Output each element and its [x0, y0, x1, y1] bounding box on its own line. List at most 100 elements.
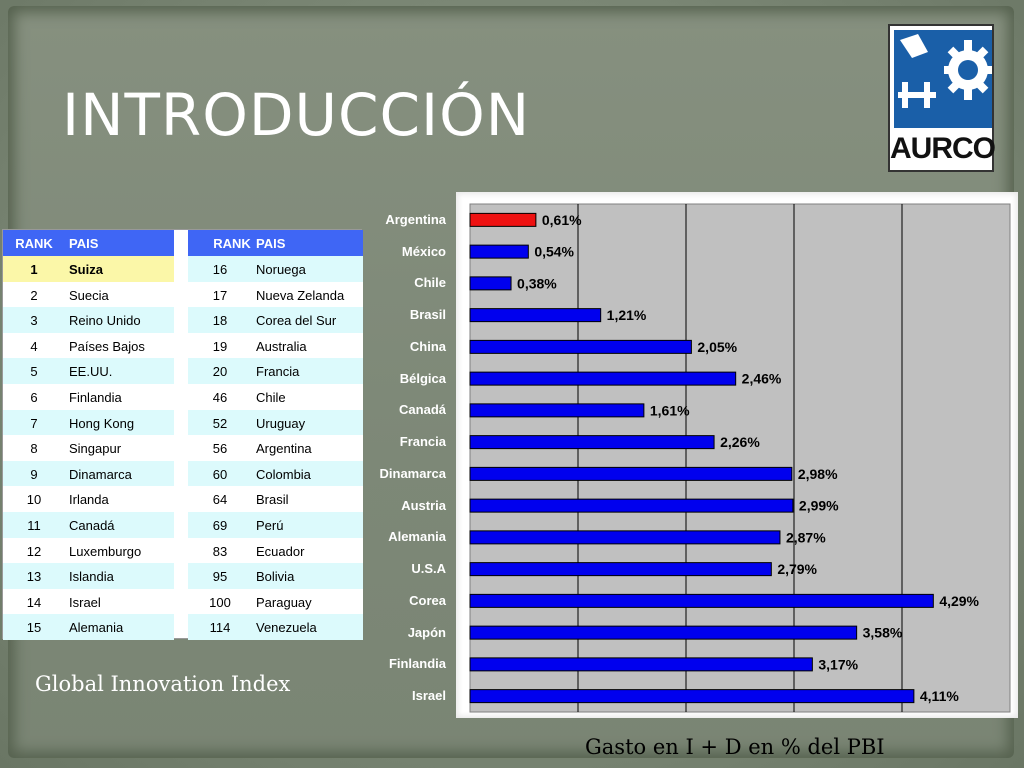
- table-row: 10 Irlanda: [3, 486, 174, 512]
- bar: [469, 657, 813, 672]
- data-label: 0,61%: [542, 212, 582, 228]
- table-row: 9 Dinamarca: [3, 460, 174, 487]
- country-cell: Hong Kong: [69, 415, 135, 431]
- rank-cell: 13: [26, 569, 42, 585]
- rank-cell: 4: [30, 338, 38, 354]
- rank-cell: 10: [26, 492, 42, 508]
- bar: [469, 498, 794, 513]
- table-row: 1 Suiza: [3, 256, 174, 282]
- data-label: 1,21%: [607, 307, 647, 323]
- country-cell: Venezuela: [256, 620, 317, 636]
- rank-cell: 11: [27, 517, 41, 533]
- table-row: 12 Luxemburgo: [3, 537, 174, 564]
- category-label: Corea: [409, 592, 446, 608]
- table-row: 15 Alemania: [3, 614, 174, 640]
- country-cell: Islandia: [69, 569, 114, 585]
- category-label: Finlandia: [388, 656, 446, 672]
- table-row: 56 Argentina: [188, 435, 363, 461]
- rank-column-right: RANK PAIS 16 Noruega 17 Nueva Zelanda 18 Core…: [188, 230, 363, 640]
- data-label: 2,05%: [697, 339, 737, 355]
- category-label: U.S.A: [411, 561, 446, 577]
- country-cell: Dinamarca: [69, 466, 132, 482]
- data-label: 2,79%: [777, 561, 817, 577]
- data-label: 3,17%: [818, 656, 858, 672]
- country-cell: Brasil: [256, 492, 289, 508]
- bar: [469, 308, 602, 323]
- country-cell: Finlandia: [69, 389, 122, 405]
- table-row: 83 Ecuador: [188, 537, 363, 564]
- country-cell: Uruguay: [256, 415, 306, 431]
- table-header: RANK PAIS: [188, 230, 363, 256]
- bar: [469, 371, 737, 386]
- category-label: Austria: [401, 497, 446, 513]
- rank-header: RANK: [15, 236, 53, 251]
- rank-cell: 14: [26, 594, 42, 610]
- data-label: 0,38%: [517, 275, 557, 291]
- category-label: Chile: [414, 275, 446, 291]
- rank-cell: 60: [212, 466, 228, 482]
- country-cell: Chile: [256, 389, 286, 405]
- rank-cell: 7: [30, 415, 38, 431]
- rank-cell: 1: [30, 262, 38, 277]
- table-row: 69 Perú: [188, 511, 363, 538]
- category-label: Dinamarca: [379, 465, 446, 481]
- country-cell: Reino Unido: [69, 313, 141, 329]
- rank-cell: 3: [30, 313, 38, 329]
- table-row: 19 Australia: [188, 332, 363, 359]
- rank-cell: 56: [212, 441, 228, 457]
- country-cell: Bolivia: [256, 569, 295, 585]
- rank-cell: 15: [26, 620, 42, 636]
- table-row: 4 Países Bajos: [3, 332, 174, 359]
- rank-cell: 2: [30, 287, 38, 303]
- table-row: 95 Bolivia: [188, 563, 363, 589]
- gear-icon: [894, 30, 992, 128]
- bar: [469, 276, 512, 291]
- country-cell: Canadá: [69, 517, 115, 533]
- country-cell: Israel: [69, 594, 101, 610]
- aurco-logo: AURCO: [888, 24, 996, 172]
- category-label: Brasil: [409, 307, 446, 323]
- category-label: Francia: [399, 434, 446, 450]
- category-label: China: [409, 338, 446, 354]
- table-row: 5 EE.UU.: [3, 358, 174, 384]
- country-cell: Australia: [256, 338, 307, 354]
- country-cell: Irlanda: [69, 492, 109, 508]
- rank-cell: 64: [212, 492, 228, 508]
- rank-header: RANK: [213, 236, 251, 251]
- country-cell: Ecuador: [256, 543, 305, 559]
- table-row: 114 Venezuela: [188, 614, 363, 640]
- bar: [469, 244, 529, 259]
- rank-cell: 100: [209, 594, 231, 610]
- country-cell: Colombia: [256, 466, 311, 482]
- table-row: 8 Singapur: [3, 435, 174, 461]
- pais-header: PAIS: [256, 236, 286, 251]
- rank-cell: 20: [212, 364, 228, 380]
- data-label: 0,54%: [534, 244, 574, 260]
- table-row: 13 Islandia: [3, 563, 174, 589]
- bar: [469, 435, 715, 450]
- table-row: 17 Nueva Zelanda: [188, 281, 363, 308]
- bar: [469, 562, 772, 577]
- gii-caption: Global Innovation Index: [35, 672, 291, 696]
- table-row: 16 Noruega: [188, 256, 363, 282]
- table-header: RANK PAIS: [3, 230, 174, 256]
- category-label: Alemania: [388, 529, 446, 545]
- rank-cell: 69: [212, 517, 228, 533]
- logo-text: AURCO: [890, 132, 996, 165]
- rank-cell: 6: [30, 389, 38, 405]
- data-label: 3,58%: [863, 625, 903, 641]
- table-row: 7 Hong Kong: [3, 409, 174, 436]
- bar: [469, 530, 781, 545]
- country-cell: Suiza: [69, 262, 103, 277]
- rank-cell: 16: [212, 262, 228, 277]
- rank-cell: 8: [30, 441, 38, 457]
- country-cell: Paraguay: [256, 594, 312, 610]
- data-label: 2,99%: [799, 498, 839, 514]
- table-row: 14 Israel: [3, 588, 174, 615]
- table-row: 20 Francia: [188, 358, 363, 384]
- table-row: 60 Colombia: [188, 460, 363, 487]
- rank-cell: 52: [212, 415, 228, 431]
- bar: [469, 689, 915, 704]
- country-cell: Luxemburgo: [69, 543, 142, 559]
- country-cell: Nueva Zelanda: [256, 287, 345, 303]
